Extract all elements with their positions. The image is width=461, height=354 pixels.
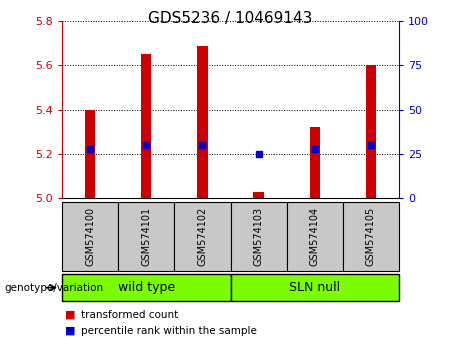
Bar bbox=[287, 202, 343, 271]
Text: transformed count: transformed count bbox=[81, 310, 178, 320]
Bar bbox=[366, 65, 376, 198]
Bar bbox=[174, 202, 230, 271]
Bar bbox=[142, 55, 151, 198]
Text: genotype/variation: genotype/variation bbox=[5, 282, 104, 293]
Bar bbox=[254, 192, 264, 198]
Text: GSM574104: GSM574104 bbox=[310, 207, 319, 266]
Text: GSM574100: GSM574100 bbox=[85, 207, 95, 266]
Bar bbox=[343, 202, 399, 271]
Bar bbox=[118, 202, 174, 271]
Text: ■: ■ bbox=[65, 310, 75, 320]
Text: percentile rank within the sample: percentile rank within the sample bbox=[81, 326, 257, 336]
Bar bbox=[230, 202, 287, 271]
Bar bbox=[62, 202, 118, 271]
Text: GSM574102: GSM574102 bbox=[197, 207, 207, 266]
Bar bbox=[197, 46, 207, 198]
Text: SLN null: SLN null bbox=[289, 281, 340, 294]
Text: wild type: wild type bbox=[118, 281, 175, 294]
Text: ■: ■ bbox=[65, 326, 75, 336]
Bar bbox=[230, 274, 399, 301]
Bar bbox=[310, 127, 319, 198]
Text: GSM574103: GSM574103 bbox=[254, 207, 264, 266]
Text: GSM574101: GSM574101 bbox=[142, 207, 151, 266]
Text: GSM574105: GSM574105 bbox=[366, 207, 376, 266]
Text: GDS5236 / 10469143: GDS5236 / 10469143 bbox=[148, 11, 313, 25]
Bar bbox=[62, 274, 230, 301]
Bar bbox=[85, 110, 95, 198]
